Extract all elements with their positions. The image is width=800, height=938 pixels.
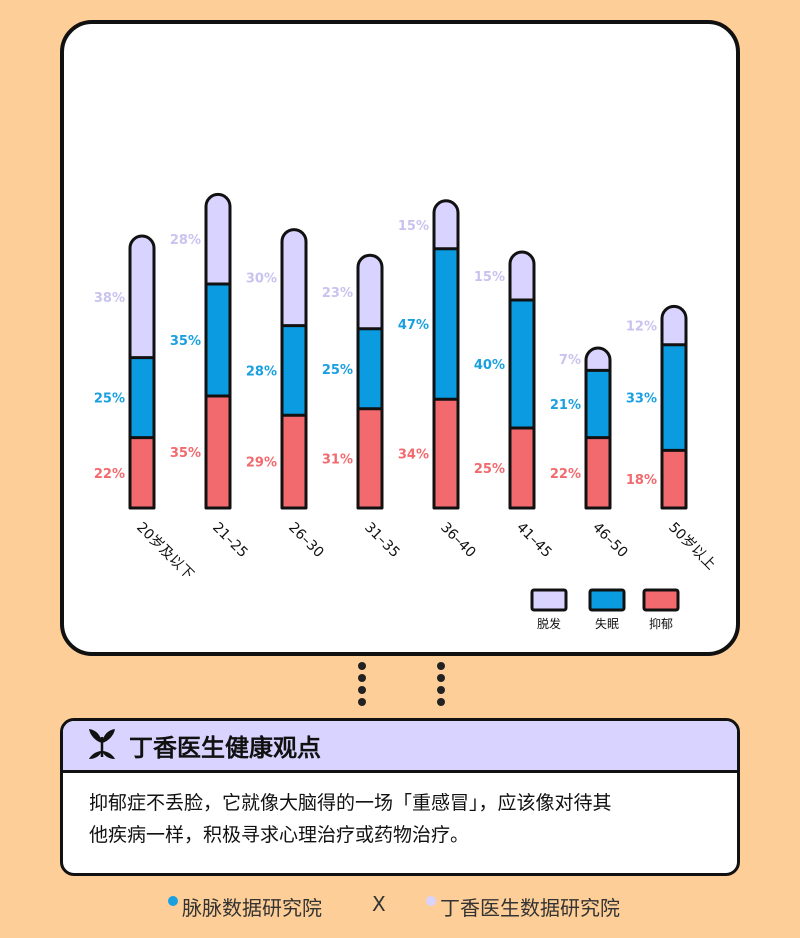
data-label: 29% [246,456,277,471]
bar-outline [128,234,156,510]
footer-right-text: 丁香医生数据研究院 [440,896,620,920]
data-label: 40% [474,358,505,373]
data-label: 33% [626,392,657,407]
bar-segment [358,408,382,508]
bar-segment [358,255,382,329]
bar-segment [130,437,154,508]
bar-segment [662,306,686,345]
bar-segment [586,348,610,371]
footer-separator: X [372,892,386,916]
bar-segment [282,229,306,326]
bar-outline [660,304,688,510]
category-tick-label: 21–25 [209,520,250,561]
bar-group [508,250,536,510]
bar-segment [586,437,610,508]
connector-dots-right [437,662,447,710]
footer-right-dot [426,895,436,906]
bar-segment [282,415,306,508]
bar-segment [510,300,534,428]
bar-segment [434,200,458,249]
bar-segment [206,396,230,508]
bar-group [128,234,156,510]
bar-outline [280,228,308,510]
category-tick-label: 50岁以上 [665,520,719,574]
legend-swatch [642,588,680,612]
legend-label: 抑郁 [649,616,673,631]
footer-right: 丁香医生数据研究院 [426,892,620,921]
bar-segment [434,248,458,400]
insight-card: 丁香医生健康观点 抑郁症不丢脸，它就像大脑得的一场「重感冒」，应该像对待其 他疾… [60,718,740,876]
insight-header: 丁香医生健康观点 [63,721,737,773]
legend-swatch [588,588,626,612]
bar-segment [510,428,534,508]
data-label: 38% [94,291,125,306]
insight-line-2: 他疾病一样，积极寻求心理治疗或药物治疗。 [89,824,470,846]
insight-title: 丁香医生健康观点 [129,734,321,762]
bar-segment [358,328,382,409]
insight-body: 抑郁症不丢脸，它就像大脑得的一场「重感冒」，应该像对待其 他疾病一样，积极寻求心… [63,773,737,851]
bar-segment [510,252,534,300]
data-label: 25% [94,392,125,407]
data-label: 31% [322,452,353,467]
bar-segment [662,450,686,508]
data-label: 15% [398,219,429,234]
legend-label: 脱发 [537,616,561,631]
legend-label: 失眠 [595,616,619,631]
insight-line-1: 抑郁症不丢脸，它就像大脑得的一场「重感冒」，应该像对待其 [89,792,612,814]
category-tick-label: 26–30 [285,520,326,561]
footer-separator-text: X [372,892,386,916]
connector-dots-left [358,662,368,710]
legend-swatch [530,588,568,612]
bar-segment [434,399,458,508]
data-label: 15% [474,270,505,285]
category-tick-label: 31–35 [361,520,402,561]
stacked-bar-chart: 22% 25% 38% 20岁及以下 35% 35% 28% 21–25 29% 28% 30% 26… [94,192,719,631]
data-label: 12% [626,320,657,335]
bar-group [432,199,460,510]
footer: 脉脉数据研究院 X 丁香医生数据研究院 [0,892,800,922]
bar-segment [282,325,306,416]
data-label: 28% [246,364,277,379]
bar-group [204,192,232,510]
data-label: 30% [246,272,277,287]
data-label: 22% [550,467,581,482]
bar-outline [204,192,232,510]
chart-card: 22% 25% 38% 20岁及以下 35% 35% 28% 21–25 29% 28% 30% 26… [60,20,740,656]
data-label: 25% [474,462,505,477]
data-label: 22% [94,467,125,482]
bar-outline [356,253,384,510]
data-label: 21% [550,398,581,413]
bar-segment [130,236,154,358]
data-label: 28% [170,233,201,248]
data-label: 18% [626,473,657,488]
footer-left: 脉脉数据研究院 [168,892,322,921]
data-label: 25% [322,363,353,378]
data-label: 35% [170,334,201,349]
leaf-icon [85,727,119,765]
bar-group [660,304,688,510]
bar-segment [586,370,610,438]
data-label: 23% [322,286,353,301]
bar-segment [662,344,686,451]
bar-group [356,253,384,510]
bar-outline [508,250,536,510]
footer-left-text: 脉脉数据研究院 [182,896,322,920]
footer-left-dot [168,895,178,906]
data-label: 47% [398,318,429,333]
bar-segment [206,194,230,284]
bar-segment [130,357,154,438]
data-label: 7% [559,353,581,368]
data-label: 35% [170,446,201,461]
category-tick-label: 46–50 [589,520,630,561]
bar-group [280,228,308,510]
bar-outline [584,346,612,510]
bar-segment [206,284,230,396]
bar-outline [432,199,460,510]
category-tick-label: 20岁及以下 [133,520,197,584]
bar-group [584,346,612,510]
category-tick-label: 41–45 [513,520,554,561]
data-label: 34% [398,448,429,463]
category-tick-label: 36–40 [437,520,478,561]
